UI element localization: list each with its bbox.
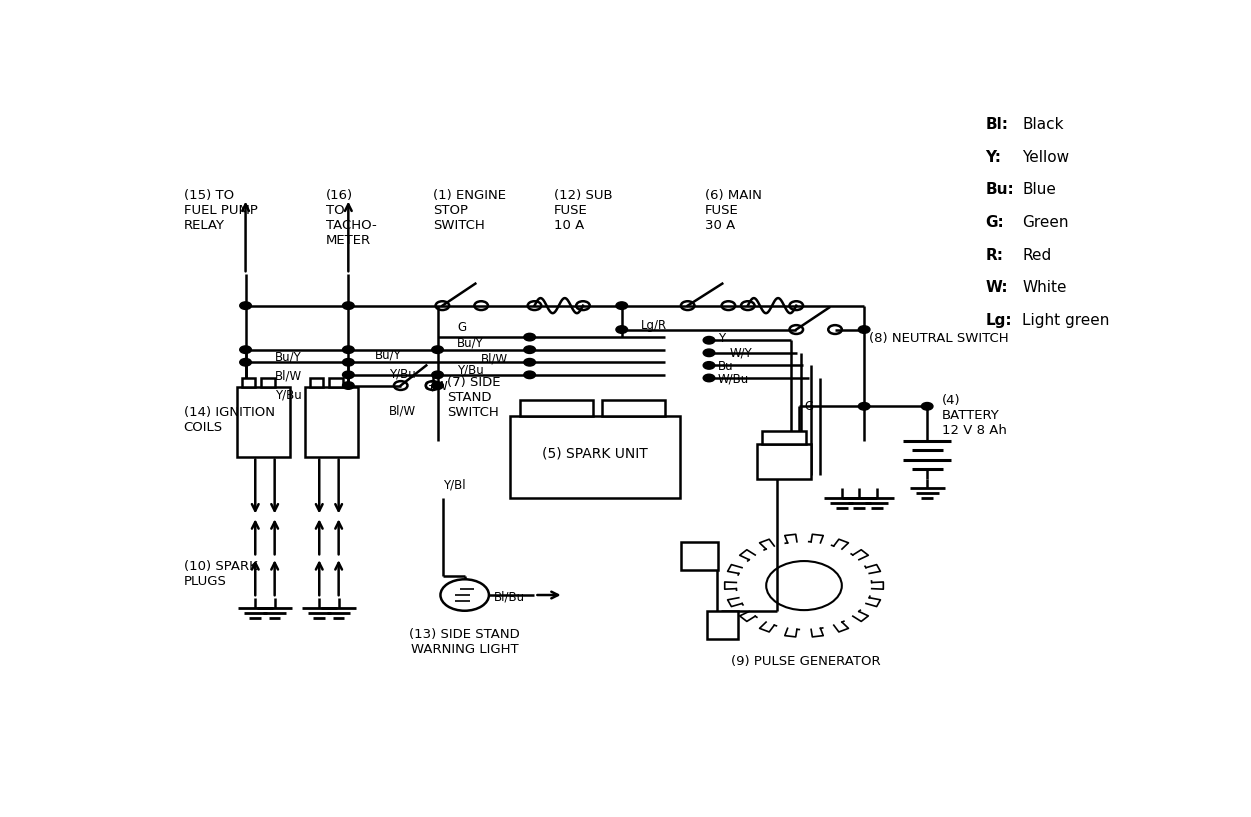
Circle shape xyxy=(615,301,628,310)
Text: Lg:: Lg: xyxy=(986,313,1012,328)
Circle shape xyxy=(703,362,714,369)
Text: Green: Green xyxy=(1022,215,1068,230)
Circle shape xyxy=(343,382,354,390)
Text: Y/Bu: Y/Bu xyxy=(275,388,301,401)
FancyBboxPatch shape xyxy=(520,400,593,416)
Text: (7) SIDE
STAND
SWITCH: (7) SIDE STAND SWITCH xyxy=(448,376,500,419)
FancyBboxPatch shape xyxy=(758,444,811,479)
Text: G: G xyxy=(804,400,813,413)
Text: Y:: Y: xyxy=(986,150,1001,164)
FancyBboxPatch shape xyxy=(236,387,290,457)
Text: Bl:: Bl: xyxy=(986,117,1008,132)
Text: Bu/Y: Bu/Y xyxy=(275,350,301,364)
Circle shape xyxy=(703,349,714,356)
Text: (9) PULSE GENERATOR: (9) PULSE GENERATOR xyxy=(731,654,881,667)
Text: Y/Bl: Y/Bl xyxy=(443,479,465,492)
FancyBboxPatch shape xyxy=(261,378,275,387)
Circle shape xyxy=(703,337,714,344)
FancyBboxPatch shape xyxy=(681,542,718,570)
Text: Blue: Blue xyxy=(1022,182,1056,198)
Text: G: G xyxy=(457,321,467,334)
Text: Bu/Y: Bu/Y xyxy=(374,348,402,361)
Text: Bu:: Bu: xyxy=(986,182,1015,198)
Circle shape xyxy=(524,346,535,354)
Text: W/Y: W/Y xyxy=(729,346,752,359)
Text: White: White xyxy=(1022,280,1067,296)
Text: G/W: G/W xyxy=(423,379,448,392)
Text: (16)
TO
TACHO-
METER: (16) TO TACHO- METER xyxy=(327,190,377,248)
FancyBboxPatch shape xyxy=(329,378,343,387)
Circle shape xyxy=(343,371,354,378)
Circle shape xyxy=(343,359,354,366)
Circle shape xyxy=(432,371,443,378)
Text: Lg/R: Lg/R xyxy=(642,319,667,333)
Text: W/Bu: W/Bu xyxy=(718,373,749,386)
Text: Bl/W: Bl/W xyxy=(389,404,417,417)
Text: (15) TO
FUEL PUMP
RELAY: (15) TO FUEL PUMP RELAY xyxy=(184,190,258,232)
Text: Y/Bu: Y/Bu xyxy=(457,364,484,377)
Circle shape xyxy=(858,326,869,333)
Text: Bu/Y: Bu/Y xyxy=(457,337,484,350)
Text: Light green: Light green xyxy=(1022,313,1110,328)
Text: Bl/W: Bl/W xyxy=(482,353,508,366)
Text: Bl/Bu: Bl/Bu xyxy=(494,591,525,604)
Text: Black: Black xyxy=(1022,117,1063,132)
Text: (6) MAIN
FUSE
30 A: (6) MAIN FUSE 30 A xyxy=(706,190,762,232)
Circle shape xyxy=(343,346,354,354)
Text: (4)
BATTERY
12 V 8 Ah: (4) BATTERY 12 V 8 Ah xyxy=(942,394,1007,437)
Text: (1) ENGINE
STOP
SWITCH: (1) ENGINE STOP SWITCH xyxy=(433,190,505,232)
Text: R:: R: xyxy=(986,248,1003,263)
Circle shape xyxy=(524,333,535,341)
Circle shape xyxy=(524,359,535,366)
Text: Red: Red xyxy=(1022,248,1051,263)
Circle shape xyxy=(524,371,535,378)
Circle shape xyxy=(615,326,628,333)
Circle shape xyxy=(921,403,933,410)
FancyBboxPatch shape xyxy=(241,378,255,387)
Text: Y: Y xyxy=(718,333,724,346)
Circle shape xyxy=(343,301,354,310)
Text: W:: W: xyxy=(986,280,1008,296)
Text: Bl/W: Bl/W xyxy=(275,369,301,382)
Circle shape xyxy=(703,374,714,382)
Text: (14) IGNITION
COILS: (14) IGNITION COILS xyxy=(184,406,274,435)
Text: Y/Bu: Y/Bu xyxy=(389,367,415,380)
FancyBboxPatch shape xyxy=(762,431,806,444)
Text: Yellow: Yellow xyxy=(1022,150,1070,164)
Text: (13) SIDE STAND
WARNING LIGHT: (13) SIDE STAND WARNING LIGHT xyxy=(409,627,520,656)
FancyBboxPatch shape xyxy=(305,387,358,457)
Text: G:: G: xyxy=(986,215,1005,230)
Circle shape xyxy=(432,346,443,354)
FancyBboxPatch shape xyxy=(603,400,666,416)
Text: (10) SPARK
PLUGS: (10) SPARK PLUGS xyxy=(184,560,258,588)
FancyBboxPatch shape xyxy=(309,378,323,387)
Circle shape xyxy=(240,359,251,366)
Circle shape xyxy=(240,346,251,354)
Circle shape xyxy=(432,382,443,390)
Text: (5) SPARK UNIT: (5) SPARK UNIT xyxy=(542,446,648,461)
Circle shape xyxy=(240,301,251,310)
Text: Bu: Bu xyxy=(718,359,733,373)
Text: (8) NEUTRAL SWITCH: (8) NEUTRAL SWITCH xyxy=(869,332,1008,345)
Circle shape xyxy=(858,403,869,410)
FancyBboxPatch shape xyxy=(707,611,738,639)
FancyBboxPatch shape xyxy=(510,416,681,498)
Text: (12) SUB
FUSE
10 A: (12) SUB FUSE 10 A xyxy=(554,190,613,232)
